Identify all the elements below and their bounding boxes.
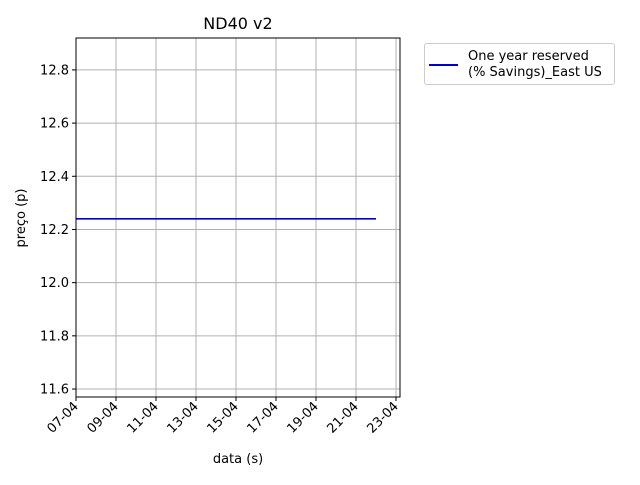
y-tick-label: 12.0 (40, 276, 69, 291)
grid (76, 38, 400, 397)
plot-frame (75, 37, 401, 398)
y-tick-label: 12.4 (40, 170, 69, 185)
y-tick-label: 12.6 (40, 117, 69, 132)
x-axis-label: data (s) (213, 452, 263, 467)
x-tick-label: 19-04 (285, 399, 322, 436)
x-tick-label: 17-04 (245, 399, 282, 436)
y-tick-label: 11.6 (40, 383, 69, 398)
x-tick-label: 11-04 (125, 399, 162, 436)
x-tick-label: 15-04 (205, 399, 242, 436)
x-tick-label: 21-04 (325, 399, 362, 436)
x-tick-label: 07-04 (45, 399, 82, 436)
legend-line-swatch (429, 64, 458, 66)
axes: 07-04 09-04 11-04 13-04 15-04 17-04 19-04 21-04… (40, 63, 402, 436)
x-tick-label: 13-04 (165, 399, 202, 436)
x-tick-label: 23-04 (365, 399, 402, 436)
chart-title: ND40 v2 (203, 14, 272, 33)
y-axis-label: preço (p) (14, 189, 29, 248)
y-tick-label: 12.2 (40, 223, 69, 238)
y-tick-label: 12.8 (40, 63, 69, 78)
legend: One year reserved (% Savings)_East US (424, 43, 615, 85)
legend-label: One year reserved (% Savings)_East US (468, 49, 602, 80)
x-tick-label: 09-04 (85, 399, 122, 436)
y-tick-label: 11.8 (40, 329, 69, 344)
